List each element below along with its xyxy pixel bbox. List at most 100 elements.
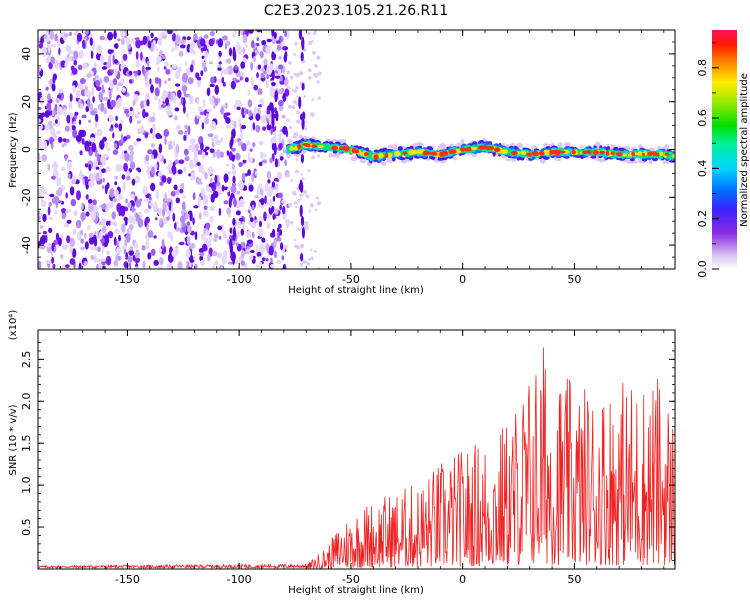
- noise-speck: [170, 234, 174, 242]
- noise-speck: [238, 180, 245, 191]
- noise-speck: [41, 47, 48, 55]
- noise-speck: [120, 30, 126, 38]
- noise-streak: [300, 216, 305, 227]
- noise-speck: [257, 88, 263, 96]
- track-cell: [402, 151, 407, 155]
- colorbar-tick-label: 0.4: [696, 160, 709, 178]
- noise-speck: [175, 143, 180, 154]
- noise-speck: [189, 259, 195, 263]
- noise-speck: [97, 246, 101, 253]
- noise-speck: [273, 250, 278, 259]
- noise-speck: [38, 139, 43, 149]
- noise-speck: [167, 30, 173, 35]
- noise-speck: [117, 38, 121, 42]
- noise-speck: [117, 97, 122, 106]
- noise-speck: [160, 244, 167, 255]
- noise-speck: [309, 112, 314, 117]
- noise-speck: [212, 151, 216, 158]
- noise-streak: [298, 30, 303, 40]
- noise-speck: [144, 132, 149, 139]
- noise-speck: [92, 40, 96, 51]
- noise-speck: [241, 172, 246, 181]
- noise-speck: [266, 38, 272, 43]
- noise-speck: [102, 265, 105, 269]
- noise-speck: [106, 182, 110, 189]
- noise-speck: [267, 187, 273, 196]
- noise-speck: [223, 173, 229, 183]
- noise-speck: [203, 44, 207, 52]
- noise-speck: [126, 175, 131, 181]
- x-tick-label: -100: [227, 573, 252, 586]
- noise-speck: [69, 93, 73, 102]
- noise-speck: [154, 95, 158, 101]
- track-cell: [439, 143, 446, 149]
- track-cell: [475, 149, 479, 153]
- noise-speck: [174, 45, 178, 51]
- noise-speck: [241, 107, 245, 117]
- noise-speck: [171, 32, 177, 42]
- noise-speck: [38, 106, 42, 111]
- noise-speck: [263, 65, 267, 69]
- track-cell: [508, 149, 513, 156]
- noise-speck: [269, 157, 273, 164]
- noise-speck: [214, 84, 219, 95]
- noise-speck: [183, 166, 187, 173]
- noise-speck: [259, 188, 264, 196]
- noise-speck: [184, 81, 188, 86]
- noise-speck: [258, 140, 264, 146]
- noise-speck: [270, 127, 273, 135]
- noise-speck: [225, 117, 231, 124]
- noise-speck: [88, 119, 91, 124]
- noise-speck: [146, 60, 150, 66]
- noise-speck: [252, 122, 256, 131]
- noise-speck: [61, 264, 65, 269]
- track-cell: [657, 145, 661, 149]
- noise-speck: [103, 107, 107, 115]
- noise-speck: [72, 228, 77, 235]
- noise-speck: [194, 263, 198, 269]
- noise-speck: [128, 154, 134, 163]
- noise-speck: [253, 106, 258, 115]
- noise-speck: [160, 104, 167, 108]
- noise-speck: [51, 83, 56, 92]
- noise-speck: [219, 191, 224, 195]
- noise-speck: [130, 194, 135, 199]
- noise-speck: [134, 175, 141, 184]
- noise-speck: [38, 42, 44, 49]
- snr-x-ticks: -150 -100 -50 0 50: [37, 330, 665, 586]
- noise-speck: [108, 116, 114, 123]
- noise-speck: [180, 44, 186, 49]
- noise-speck: [150, 84, 154, 94]
- noise-speck: [231, 120, 234, 126]
- noise-speck: [279, 229, 283, 236]
- noise-speck: [60, 253, 64, 260]
- noise-speck: [47, 163, 50, 171]
- noise-speck: [295, 246, 298, 249]
- noise-speck: [89, 137, 96, 143]
- noise-speck: [248, 184, 254, 192]
- noise-speck: [295, 73, 300, 78]
- noise-speck: [73, 59, 78, 66]
- noise-speck: [103, 241, 108, 248]
- noise-speck: [227, 58, 231, 64]
- noise-speck: [226, 66, 229, 75]
- noise-speck: [112, 220, 117, 225]
- track-cell: [332, 138, 337, 143]
- noise-speck: [304, 221, 309, 226]
- noise-speck: [123, 162, 128, 172]
- noise-speck: [244, 186, 247, 191]
- noise-speck: [293, 201, 298, 205]
- noise-speck: [54, 59, 59, 69]
- noise-speck: [73, 210, 78, 217]
- noise-streak: [232, 175, 236, 184]
- noise-speck: [101, 168, 106, 173]
- track-cell: [631, 151, 635, 157]
- noise-speck: [62, 244, 68, 250]
- noise-speck: [86, 73, 92, 78]
- x-tick-label: 0: [459, 273, 466, 286]
- noise-speck: [256, 37, 260, 42]
- noise-speck: [305, 194, 309, 198]
- noise-speck: [277, 192, 283, 199]
- noise-speck: [65, 44, 72, 53]
- noise-speck: [114, 228, 120, 235]
